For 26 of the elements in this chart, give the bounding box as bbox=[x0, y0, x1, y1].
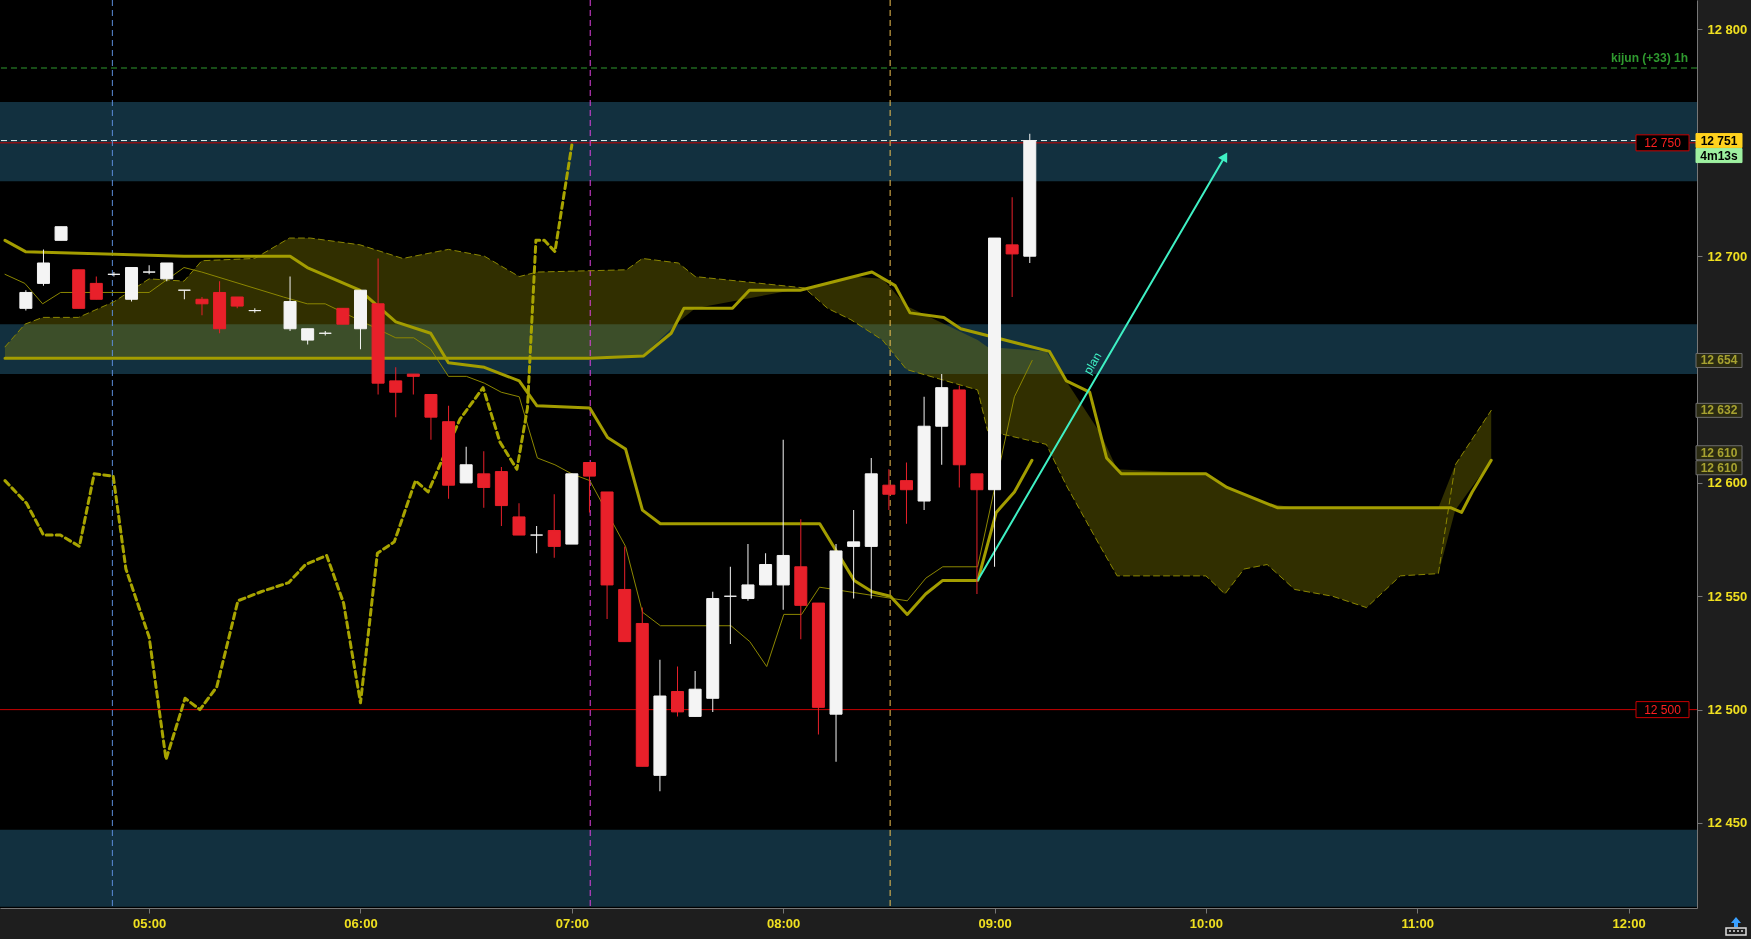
text: 4m13s bbox=[1700, 148, 1738, 163]
x-tick-label: 06:00 bbox=[344, 915, 378, 931]
ref-line-label: 12 500 bbox=[1644, 702, 1682, 717]
ref-line-label: kijun (+33) 1h bbox=[1610, 51, 1688, 66]
x-tick-label: 10:00 bbox=[1189, 915, 1224, 931]
text: 12 654 bbox=[1700, 353, 1738, 368]
candlestick bbox=[847, 510, 861, 599]
y-tick-label: 12 550 bbox=[1707, 588, 1748, 604]
text: 12 751 bbox=[1700, 133, 1738, 148]
x-tick-label: 07:00 bbox=[555, 915, 589, 931]
ref-line-label: 12 750 bbox=[1644, 135, 1682, 150]
x-tick-label: 05:00 bbox=[133, 915, 167, 931]
x-tick-label: 09:00 bbox=[978, 915, 1012, 931]
candlestick bbox=[723, 566, 737, 644]
x-tick-label: 12:00 bbox=[1612, 915, 1646, 931]
candlestick bbox=[530, 525, 544, 554]
text: 12 610 bbox=[1700, 445, 1738, 460]
y-tick-label: 12 700 bbox=[1707, 248, 1748, 264]
x-tick-label: 08:00 bbox=[767, 915, 801, 931]
y-tick-label: 12 800 bbox=[1707, 21, 1748, 37]
y-tick-label: 12 450 bbox=[1707, 815, 1748, 831]
text: 12 632 bbox=[1700, 403, 1738, 418]
y-tick-label: 12 600 bbox=[1707, 475, 1748, 491]
y-tick-label: 12 500 bbox=[1707, 702, 1748, 718]
x-tick-label: 11:00 bbox=[1401, 915, 1435, 931]
text: 12 610 bbox=[1700, 460, 1738, 475]
